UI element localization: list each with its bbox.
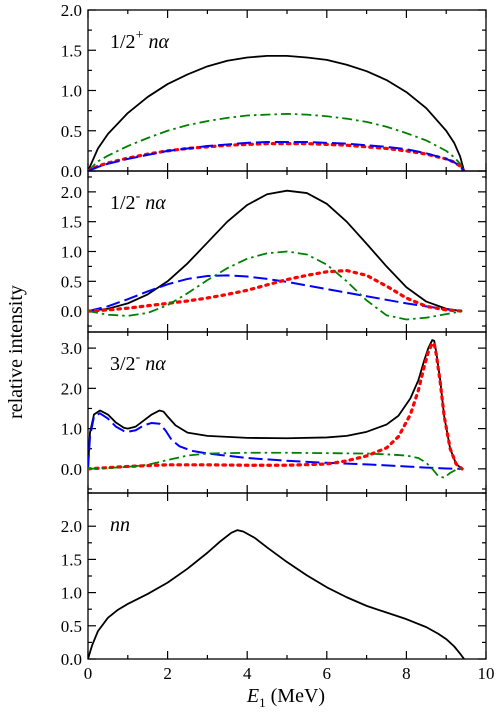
y-tick-label: 1.0 <box>61 243 82 262</box>
x-axis-variable: E <box>246 685 259 707</box>
panel-1: 0.0 0.5 1.0 1.5 2.0 1/2+ nα <box>61 1 487 181</box>
x-tick-label: 0 <box>84 664 93 683</box>
series-group <box>88 529 465 659</box>
series-solid <box>88 189 463 313</box>
y-tick-label: 0.0 <box>61 162 82 181</box>
series-dashdot <box>88 451 463 479</box>
series-solid <box>88 529 465 659</box>
x-axis-title: E1 (MeV) <box>246 685 325 710</box>
panels: 0.0 0.5 1.0 1.5 2.0 1/2+ nα 0.0 0.5 1.0 1.5 2.0 1/2… <box>61 1 495 683</box>
x-tick-label: 10 <box>478 664 495 683</box>
x-tick-label: 8 <box>402 664 411 683</box>
series-dotted <box>88 341 464 471</box>
y-tick-label: 1.0 <box>61 82 82 101</box>
plot-frame <box>87 492 487 660</box>
y-tick-label: 0.5 <box>61 617 82 636</box>
y-tick-label: 0.5 <box>61 122 82 141</box>
y-tick-label: 0.5 <box>61 272 82 291</box>
y-tick-label: 1.5 <box>61 213 82 232</box>
y-axis-title: relative intensity <box>5 285 27 419</box>
x-axis-unit: (MeV) <box>266 685 325 707</box>
y-tick-label: 2.0 <box>61 183 82 202</box>
y-tick-label: 1.0 <box>61 420 82 439</box>
y-tick-label: 2.0 <box>61 517 82 536</box>
panel-label: 1/2+ nα <box>110 28 169 53</box>
series-dashdot <box>88 250 463 321</box>
x-axis-subscript: 1 <box>259 695 266 710</box>
x-tick-label: 2 <box>163 664 172 683</box>
panel-3: 0.0 1.0 2.0 3.0 3/2- nα <box>61 331 487 494</box>
y-tick-label: 0.0 <box>61 460 82 479</box>
series-solid <box>88 54 465 171</box>
series-dashed <box>88 274 463 313</box>
y-tick-label: 3.0 <box>61 339 82 358</box>
y-tick-label: 1.5 <box>61 41 82 60</box>
y-tick-label: 2.0 <box>61 379 82 398</box>
series-dashed <box>88 412 463 470</box>
axis-titles: relative intensity E1 (MeV) <box>5 285 325 710</box>
series-dotted <box>88 142 466 171</box>
series-solid <box>88 339 463 470</box>
y-tick-label: 1.0 <box>61 584 82 603</box>
panel-label: 3/2- nα <box>110 350 166 375</box>
panel-2: 0.0 0.5 1.0 1.5 2.0 1/2- nα <box>61 170 487 333</box>
series-group <box>88 339 464 479</box>
series-dashdot <box>88 112 465 171</box>
y-tick-label: 1.5 <box>61 550 82 569</box>
series-dotted <box>88 268 464 313</box>
panel-label: 1/2- nα <box>110 189 166 214</box>
x-tick-label: 4 <box>243 664 252 683</box>
series-dashed <box>88 141 465 171</box>
y-tick-label: 2.0 <box>61 1 82 20</box>
panel-label: nn <box>110 514 130 536</box>
y-tick-label: 0.0 <box>61 650 82 669</box>
panel-4: 0.0 0.5 1.0 1.5 2.0 nn <box>61 492 487 669</box>
series-group <box>88 189 464 321</box>
y-tick-label: 0.0 <box>61 302 82 321</box>
series-group <box>88 54 466 171</box>
x-tick-label: 6 <box>323 664 332 683</box>
